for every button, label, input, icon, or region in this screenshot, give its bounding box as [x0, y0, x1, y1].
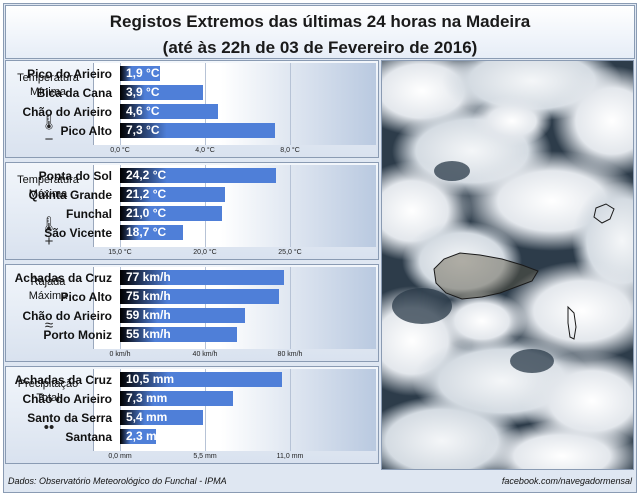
axis-tick-label: 25,0 °C [278, 249, 302, 256]
bar-value-label: 7,3 mm [126, 391, 168, 405]
axis-tick-label: 0 km/h [109, 351, 131, 358]
station-name: São Vicente [44, 226, 112, 240]
category-label-line1: Temperatura [17, 72, 79, 84]
panel-temperature-max: Temperatura Máxima 🌡+ Ponta do Sol 24,2 °C Qu… [5, 162, 379, 260]
axis-tick-label: 5,5 mm [193, 453, 217, 460]
data-bar [120, 85, 203, 100]
data-bar [120, 410, 204, 425]
data-bar [120, 168, 277, 183]
category-label-line1: Precipitação [17, 378, 79, 390]
axis-tick-label: 4,0 °C [195, 147, 215, 154]
raindrops-icon: •• [43, 419, 55, 436]
data-bar [120, 225, 183, 240]
bar-value-label: 4,6 °C [126, 104, 160, 118]
grid-line [290, 267, 291, 349]
station-name: Pico do Arieiro [27, 67, 112, 81]
grid-line [290, 369, 291, 451]
station-name: Santana [65, 430, 112, 444]
station-name: Pico Alto [60, 124, 112, 138]
thermometer-plus-icon: 🌡+ [39, 216, 59, 250]
grid-line [205, 369, 206, 451]
bar-value-label: 10,5 mm [126, 372, 175, 386]
bar-value-label: 5,4 mm [126, 410, 168, 424]
data-bar [120, 391, 233, 406]
panel-wind-gust: Rajada Máxima ≈ Achadas da Cruz 77 km/h Pico … [5, 264, 379, 362]
bar-value-label: 18,7 °C [126, 225, 167, 239]
station-name: Bica da Cana [36, 86, 112, 100]
title-box: Registos Extremos das últimas 24 horas n… [5, 5, 635, 59]
station-name: Ponta do Sol [38, 169, 112, 183]
station-name: Achadas da Cruz [14, 373, 112, 387]
data-bar [120, 429, 156, 444]
axis-tick-label: 80 km/h [277, 351, 303, 358]
bar-value-label: 1,9 °C [126, 66, 160, 80]
thermometer-minus-icon: 🌡− [39, 114, 59, 148]
category-label-line1: Temperatura [17, 174, 79, 186]
madeira-outline [433, 252, 539, 300]
station-name: Santo da Serra [27, 411, 112, 425]
bar-value-label: 75 km/h [126, 289, 171, 303]
desertas-outline [567, 305, 577, 340]
axis-tick-label: 40 km/h [192, 351, 218, 358]
axis-tick-label: 11,0 mm [276, 453, 304, 460]
category-label: Precipitação Total [6, 377, 90, 405]
data-bar [120, 206, 222, 221]
satellite-svg [382, 61, 633, 469]
station-name: Porto Moniz [43, 328, 112, 342]
bar-value-label: 7,3 °C [126, 123, 160, 137]
category-label-line1: Rajada [30, 276, 66, 288]
category-label-line2: Total [36, 392, 60, 404]
bar-value-label: 21,2 °C [126, 187, 167, 201]
bar-value-label: 21,0 °C [126, 206, 167, 220]
grid-line [290, 63, 291, 145]
data-bar [120, 123, 276, 138]
station-name: Pico Alto [60, 290, 112, 304]
station-name: Quinta Grande [28, 188, 112, 202]
footer-credit: facebook.com/navegadormensal [501, 476, 632, 486]
category-label: Temperatura Máxima [6, 173, 90, 201]
footer-source: Dados: Observatório Meteorológico do Fun… [8, 476, 227, 486]
island-outlines [433, 203, 615, 340]
data-bar [120, 372, 283, 387]
axis-tick-label: 0,0 °C [110, 147, 130, 154]
axis-tick-label: 15,0 °C [108, 249, 132, 256]
bar-value-label: 55 km/h [126, 327, 171, 341]
title-line-2: (até às 22h de 03 de Fevereiro de 2016) [162, 38, 478, 57]
title-line-1: Registos Extremos das últimas 24 horas n… [109, 12, 531, 31]
category-label-line2: Máxima [28, 290, 68, 302]
satellite-image [381, 60, 634, 470]
data-bar [120, 327, 237, 342]
station-name: Funchal [65, 207, 112, 221]
bar-value-label: 24,2 °C [126, 168, 167, 182]
bar-value-label: 3,9 °C [126, 85, 160, 99]
data-bar [120, 289, 280, 304]
category-label-line2: Mínima [29, 86, 67, 98]
station-name: Achadas da Cruz [14, 271, 112, 285]
data-bar [120, 270, 284, 285]
axis-tick-label: 8,0 °C [280, 147, 300, 154]
data-bar [120, 104, 218, 119]
bar-value-label: 59 km/h [126, 308, 171, 322]
panel-temperature-min: Temperatura Mínima 🌡− Pico do Arieiro 1,9 °C… [5, 60, 379, 158]
station-name: Chão do Arieiro [22, 105, 112, 119]
panel-precipitation: Precipitação Total •• Achadas da Cruz 10,5 m… [5, 366, 379, 464]
bar-value-label: 77 km/h [126, 270, 171, 284]
station-name: Chão do Arieiro [22, 309, 112, 323]
clear-sky-patches [392, 161, 554, 373]
porto-santo-outline [593, 203, 615, 224]
category-label: Temperatura Mínima [6, 71, 90, 99]
axis-tick-label: 20,0 °C [193, 249, 217, 256]
data-bar [120, 308, 246, 323]
axis-tick-label: 0,0 mm [108, 453, 132, 460]
windsock-icon: ≈ [44, 317, 54, 334]
data-bar [120, 187, 226, 202]
bar-value-label: 2,3 mm [126, 429, 168, 443]
station-name: Chão do Arieiro [22, 392, 112, 406]
grid-line [290, 165, 291, 247]
category-label-line2: Máxima [28, 188, 68, 200]
category-label: Rajada Máxima [6, 275, 90, 303]
data-bar [120, 66, 161, 81]
